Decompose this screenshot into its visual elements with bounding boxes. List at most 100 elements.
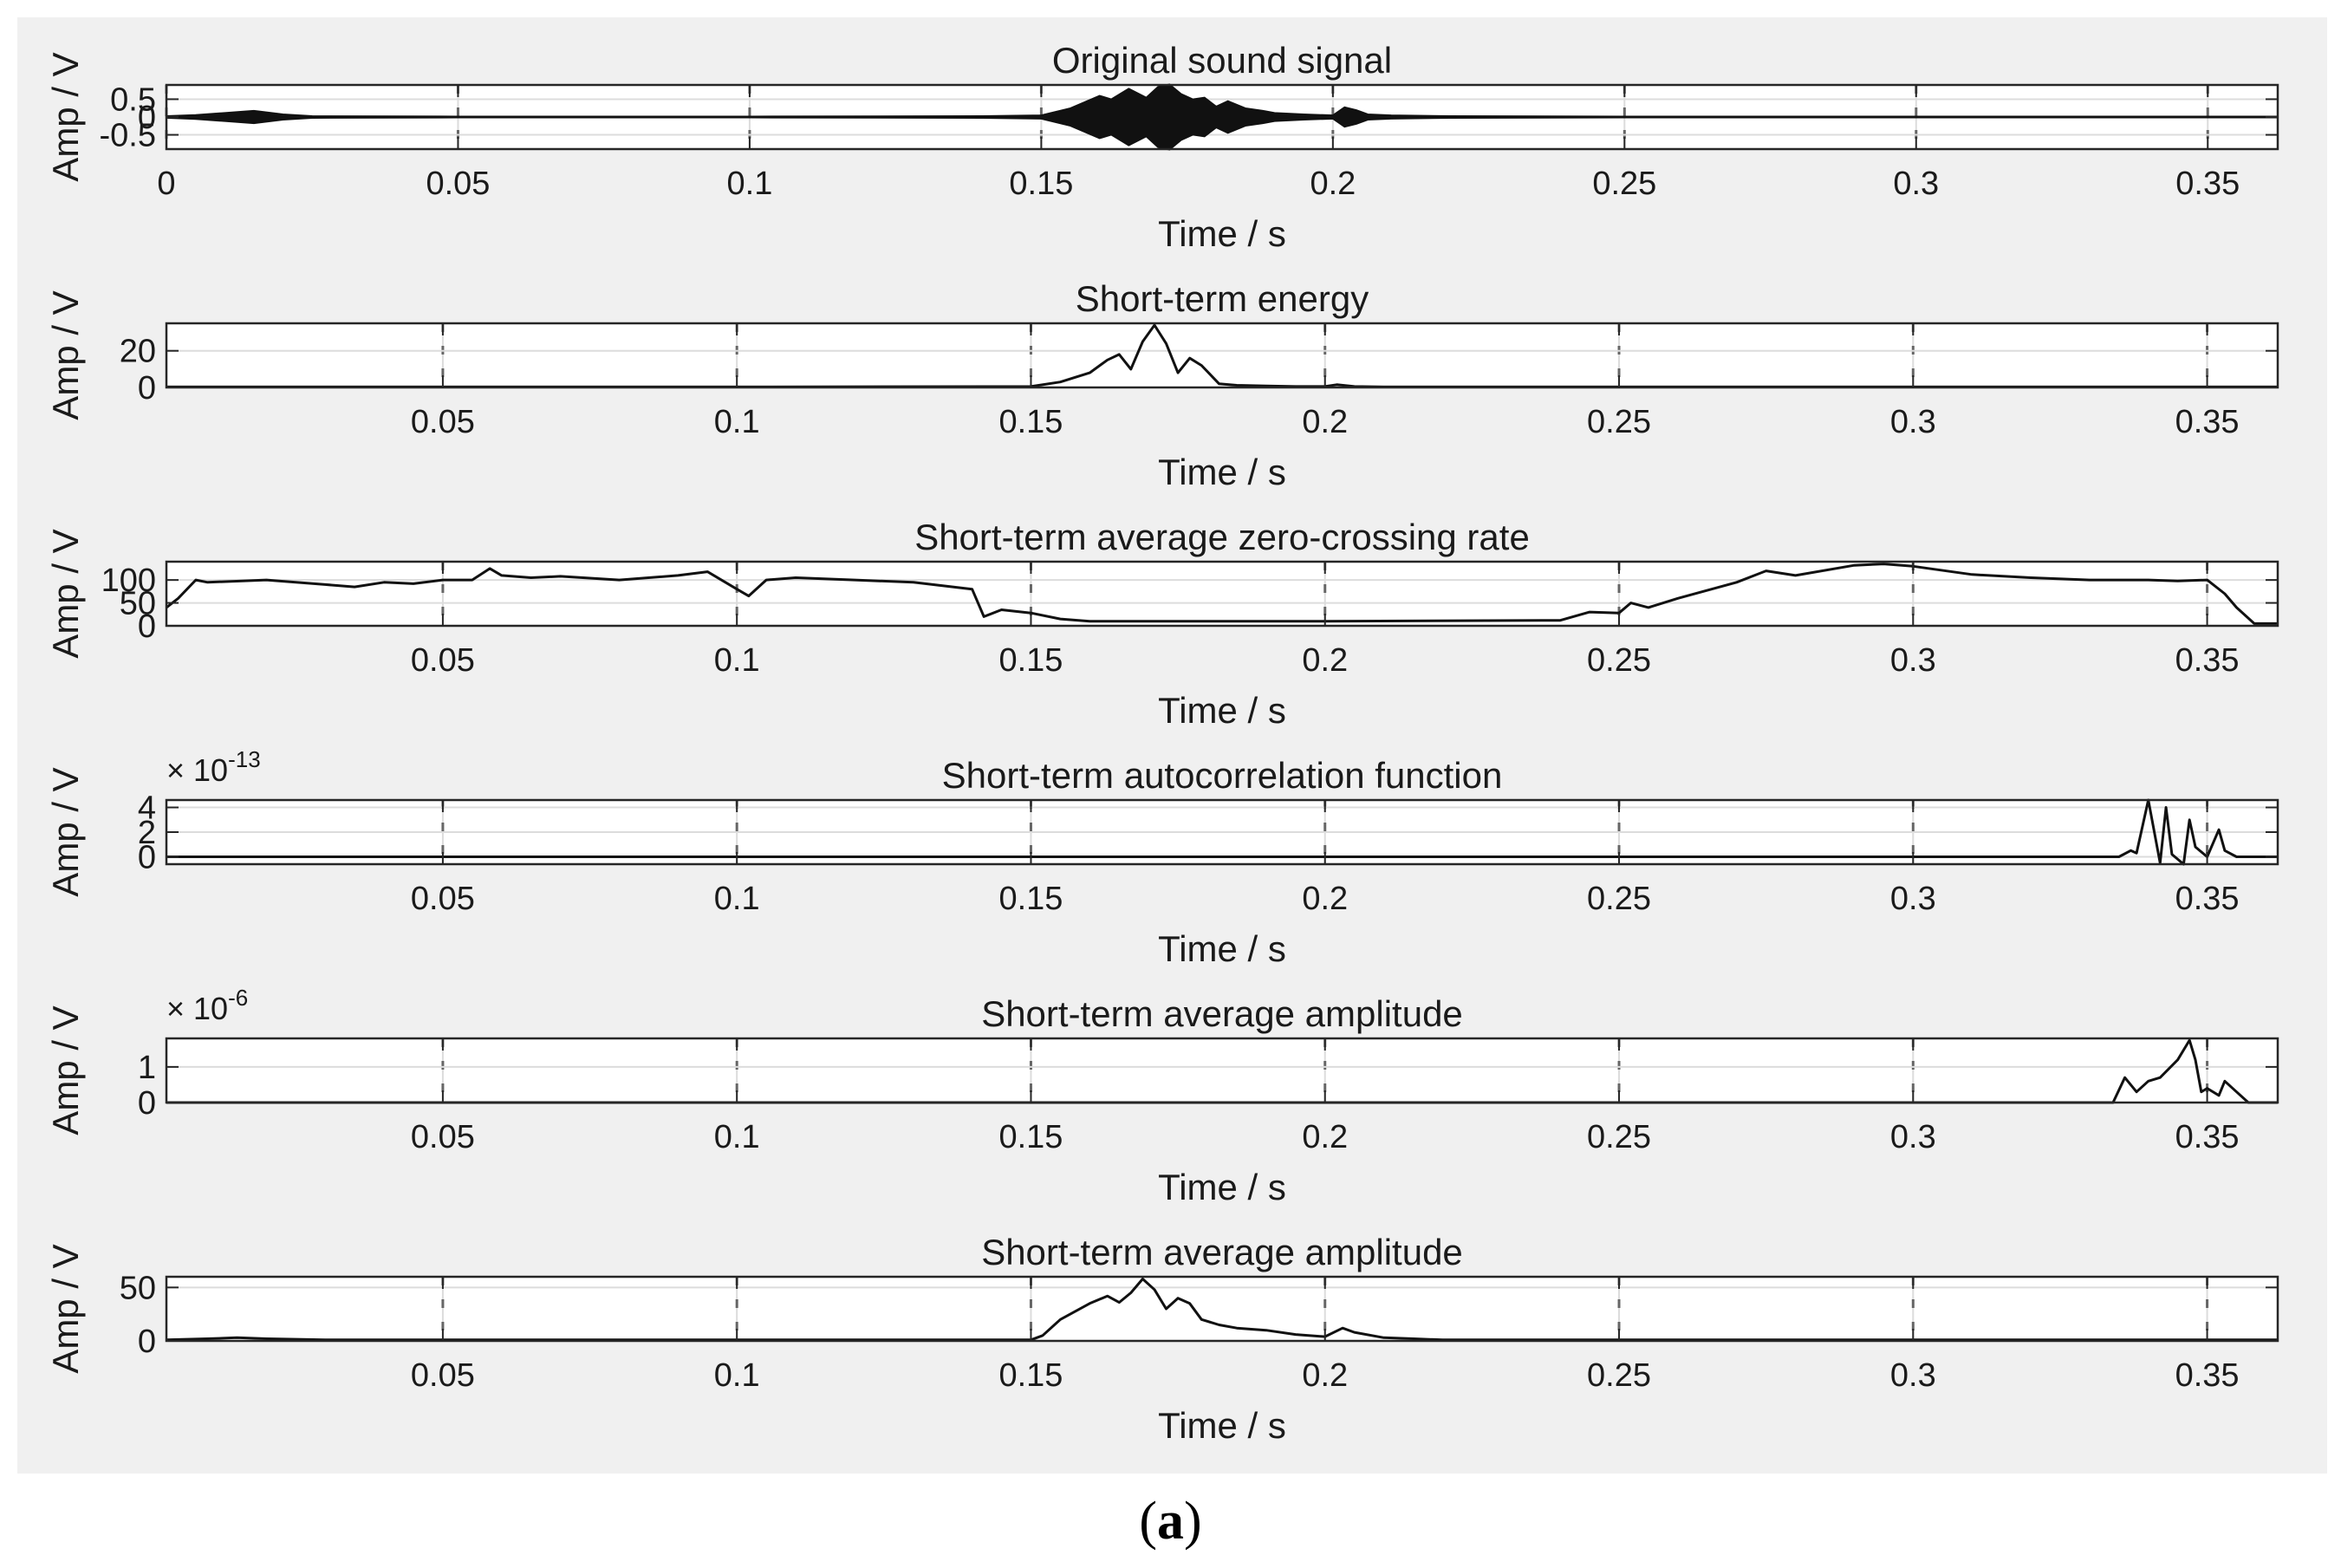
y-tick-label: 2	[138, 815, 156, 851]
y-tick-label: 0	[138, 608, 156, 645]
x-axis-label: Time / s	[1158, 1405, 1286, 1446]
chart-title: Short-term average amplitude	[981, 1232, 1463, 1272]
x-tick-label: 0.3	[1890, 881, 1936, 917]
exponent-value: -13	[228, 746, 261, 772]
x-tick-label: 0.25	[1587, 1119, 1651, 1155]
y-tick-label: 1	[138, 1050, 156, 1086]
y-tick-label: 4	[138, 791, 156, 827]
y-tick-label: 0	[138, 1324, 156, 1360]
figure: 0 0.05 0.1 0.15 0.2 0.25 0.3 0.35 0.5 0 -0.5 Origin…	[17, 17, 2327, 1474]
x-tick-label: 0.25	[1587, 1357, 1651, 1394]
x-tick-label: 0.05	[411, 642, 475, 679]
x-tick-label: 0.15	[998, 881, 1063, 917]
x-tick-label: 0.15	[998, 404, 1063, 440]
plot-area	[166, 1277, 2278, 1341]
y-axis-label: Amp / V	[45, 1244, 86, 1373]
axes-box	[165, 322, 2279, 389]
plot-area	[166, 562, 2278, 626]
x-tick-label: 0.1	[714, 1357, 760, 1394]
x-tick-label: 0.35	[2175, 881, 2240, 917]
y-tick-label: -0.5	[100, 118, 156, 154]
y-axis-label: Amp / V	[45, 767, 86, 896]
exponent-label: × 10-13	[166, 746, 261, 788]
x-tick-label: 0.2	[1310, 166, 1356, 202]
x-tick-label: 0	[157, 166, 175, 202]
x-tick-label: 0.35	[2175, 1119, 2240, 1155]
chart-title: Original sound signal	[1052, 40, 1392, 81]
chart-title: Short-term autocorrelation function	[942, 755, 1503, 796]
x-axis-label: Time / s	[1158, 1167, 1286, 1207]
x-tick-label: 0.3	[1890, 642, 1936, 679]
y-axis-label: Amp / V	[45, 1005, 86, 1135]
subplot-1: 0 0.05 0.1 0.15 0.2 0.25 0.3 0.350.50-0.5Origin…	[45, 40, 2279, 254]
x-tick-label: 0.3	[1893, 166, 1939, 202]
y-tick-label: 20	[120, 334, 156, 370]
x-tick-label: 0.15	[1009, 166, 1073, 202]
x-tick-label: 0.3	[1890, 1357, 1936, 1394]
figure-caption: (a)	[0, 1491, 2341, 1552]
series-line	[166, 323, 2278, 388]
plot-area	[166, 323, 2278, 387]
x-tick-label: 0.2	[1302, 1119, 1348, 1155]
x-tick-label: 0.05	[411, 404, 475, 440]
x-tick-label: 0.35	[2175, 404, 2240, 440]
chart-title: Short-term energy	[1076, 278, 1369, 319]
x-tick-label: 0.35	[2175, 166, 2240, 202]
x-tick-label: 0.35	[2175, 642, 2240, 679]
x-tick-label: 0.1	[714, 642, 760, 679]
x-tick-label: 0.15	[998, 1357, 1063, 1394]
caption-close: )	[1184, 1492, 1202, 1551]
subplot-4: 0.05 0.1 0.15 0.2 0.25 0.3 0.35 420 Short-term a…	[45, 746, 2279, 969]
figure-svg: 0 0.05 0.1 0.15 0.2 0.25 0.3 0.350.50-0.5Origin…	[45, 40, 2279, 1446]
exponent-base: × 10	[166, 991, 228, 1026]
y-tick-label: 50	[120, 586, 156, 622]
subplot-5: 0.05 0.1 0.15 0.2 0.25 0.3 0.35 10 Short-term av…	[45, 985, 2279, 1207]
x-axis-label: Time / s	[1158, 213, 1286, 254]
x-tick-label: 0.2	[1302, 642, 1348, 679]
y-tick-label: 50	[120, 1270, 156, 1306]
x-tick-label: 0.05	[411, 1119, 475, 1155]
y-tick-label: 0	[138, 839, 156, 875]
axes-box	[165, 560, 2279, 628]
x-tick-label: 0.1	[714, 404, 760, 440]
x-tick-label: 0.3	[1890, 1119, 1936, 1155]
x-tick-label: 0.15	[998, 1119, 1063, 1155]
y-axis-label: Amp / V	[45, 290, 86, 420]
x-tick-label: 0.35	[2175, 1357, 2240, 1394]
x-tick-label: 0.1	[727, 166, 773, 202]
x-tick-label: 0.05	[426, 166, 490, 202]
axes-box	[165, 1275, 2279, 1343]
caption-open: (	[1139, 1492, 1157, 1551]
y-tick-label: 0	[138, 1085, 156, 1122]
subplot-2: 0.05 0.1 0.15 0.2 0.25 0.3 0.35 200 Short-term e…	[45, 278, 2279, 492]
y-axis-label: Amp / V	[45, 529, 86, 658]
x-tick-label: 0.15	[998, 642, 1063, 679]
exponent-value: -6	[228, 985, 248, 1011]
chart-title: Short-term average amplitude	[981, 993, 1463, 1034]
plot-area	[166, 1038, 2278, 1103]
x-axis-label: Time / s	[1158, 452, 1286, 492]
x-tick-label: 0.25	[1587, 881, 1651, 917]
x-axis-label: Time / s	[1158, 690, 1286, 731]
subplot-6: 0.05 0.1 0.15 0.2 0.25 0.3 0.35 50 0 Short-term a…	[45, 1232, 2279, 1446]
caption-letter: a	[1157, 1492, 1184, 1551]
x-tick-label: 0.25	[1592, 166, 1656, 202]
y-tick-label: 0	[138, 370, 156, 407]
x-tick-label: 0.25	[1587, 404, 1651, 440]
chart-title: Short-term average zero-crossing rate	[914, 517, 1530, 557]
x-tick-label: 0.05	[411, 1357, 475, 1394]
exponent-label: × 10-6	[166, 985, 248, 1026]
y-axis-label: Amp / V	[45, 52, 86, 181]
x-tick-label: 0.25	[1587, 642, 1651, 679]
x-tick-label: 0.2	[1302, 404, 1348, 440]
x-tick-label: 0.05	[411, 881, 475, 917]
x-tick-label: 0.1	[714, 1119, 760, 1155]
exponent-base: × 10	[166, 752, 228, 788]
x-tick-label: 0.3	[1890, 404, 1936, 440]
x-tick-label: 0.1	[714, 881, 760, 917]
series-line	[166, 563, 2278, 625]
y-tick-label: 0	[138, 100, 156, 136]
series-line	[166, 1038, 2278, 1104]
y-tick-label: 0.5	[110, 81, 156, 118]
y-tick-label: 100	[101, 563, 156, 599]
